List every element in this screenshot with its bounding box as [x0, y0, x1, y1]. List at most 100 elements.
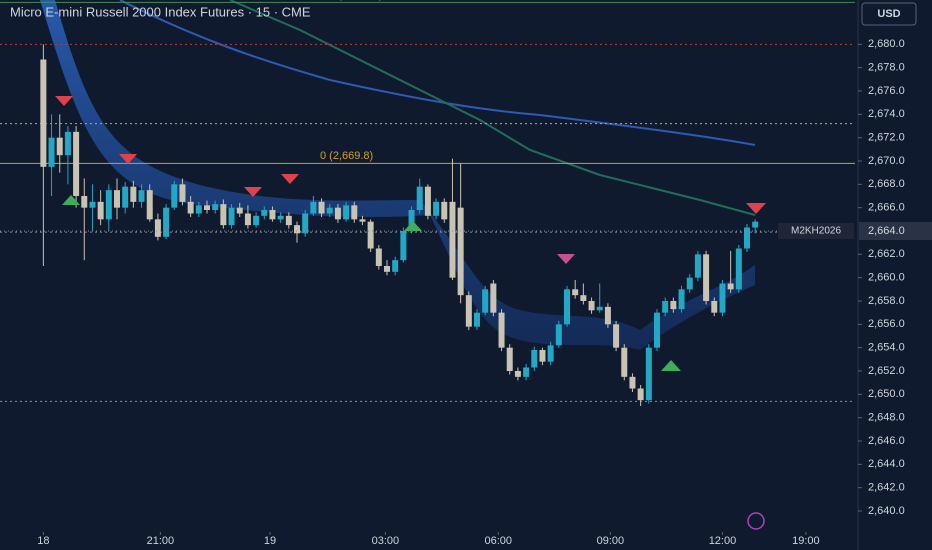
y-tick-label: 2,648.0	[868, 412, 905, 424]
candle-body	[220, 204, 227, 226]
candle-body	[752, 221, 759, 228]
candle-body	[318, 201, 325, 214]
signals	[55, 96, 766, 371]
candle-body	[367, 221, 374, 249]
x-tick-label: 03:00	[372, 535, 400, 547]
candle-body	[269, 210, 276, 220]
y-tick-label: 2,668.0	[868, 178, 905, 190]
candle-body	[130, 186, 137, 202]
y-tick-label: 2,670.0	[868, 155, 905, 167]
event-icon[interactable]	[747, 512, 765, 530]
buy-signal	[661, 360, 681, 371]
last-price-label: 2,664.0	[868, 225, 905, 237]
candle-body	[654, 312, 660, 348]
candle-body	[40, 59, 47, 167]
y-tick-label: 2,650.0	[868, 388, 905, 400]
candle-body	[392, 260, 399, 272]
sell-signal	[281, 174, 299, 184]
ma-line	[229, 0, 756, 216]
sell-signal	[746, 203, 766, 214]
candle-body	[531, 350, 538, 368]
candle-body	[408, 210, 415, 231]
candle-body	[711, 301, 718, 313]
candle-body	[375, 248, 382, 266]
candle-body	[572, 289, 579, 296]
candle-body	[351, 205, 358, 220]
candle-body	[719, 283, 726, 313]
y-tick-label: 2,666.0	[868, 202, 905, 214]
candle-body	[105, 190, 112, 220]
candle-body	[596, 306, 603, 311]
sell-signal	[244, 187, 262, 197]
sell-signal	[557, 254, 575, 264]
candle-body	[645, 347, 652, 401]
symbol-label: M2KH2026	[791, 226, 841, 237]
candle-body	[384, 266, 390, 272]
candle-body	[498, 312, 505, 348]
candle-body	[457, 207, 464, 296]
candle-body	[678, 289, 685, 310]
candle-body	[547, 345, 554, 362]
candle-body	[204, 205, 210, 210]
candle-body	[359, 219, 366, 222]
candle-body	[465, 295, 472, 327]
candle-body	[416, 186, 423, 210]
fib-label: 0 (2,669.8)	[320, 150, 373, 162]
buy-signal	[62, 195, 80, 205]
candle-body	[424, 186, 431, 216]
candle-body	[637, 388, 644, 401]
candle-body	[555, 324, 562, 346]
candle-body	[195, 205, 202, 214]
candle-body	[48, 137, 55, 167]
candle-body	[253, 215, 260, 226]
x-tick-label: 12:00	[709, 535, 737, 547]
candle-body	[73, 131, 80, 196]
candle-body	[506, 347, 513, 371]
candle-body	[138, 190, 145, 202]
candle-body	[187, 201, 194, 214]
candle-body	[629, 376, 636, 389]
ma-band	[40, 0, 755, 350]
y-tick-label: 2,644.0	[868, 458, 905, 470]
candle-body	[449, 201, 456, 278]
y-tick-label: 2,680.0	[868, 38, 905, 50]
candle-body	[326, 207, 333, 214]
candle-body	[277, 215, 284, 220]
last-price-box	[859, 222, 932, 240]
candle-body	[310, 201, 317, 214]
candle-body	[613, 324, 620, 348]
candle-body	[163, 207, 170, 237]
candle-body	[64, 131, 71, 156]
candle-body	[400, 231, 407, 261]
x-tick-label: 19	[264, 535, 276, 547]
y-tick-label: 2,676.0	[868, 85, 905, 97]
x-tick-label: 18	[37, 535, 49, 547]
candle-body	[97, 201, 104, 220]
y-tick-label: 2,660.0	[868, 272, 905, 284]
candle-body	[89, 201, 96, 208]
candle-body	[171, 184, 178, 208]
candle-body	[735, 248, 742, 290]
y-tick-label: 2,662.0	[868, 248, 905, 260]
candle-body	[179, 184, 186, 202]
candle-body	[686, 277, 693, 290]
y-tick-label: 2,658.0	[868, 295, 905, 307]
y-tick-label: 2,652.0	[868, 365, 905, 377]
candle-body	[244, 213, 251, 226]
candle-body	[474, 312, 480, 327]
candle-body	[236, 207, 243, 214]
candle-body	[294, 225, 300, 234]
candle-body	[703, 254, 710, 301]
candle-body	[744, 227, 750, 249]
candle-body	[81, 196, 88, 208]
currency-box[interactable]	[861, 2, 917, 26]
fib-label: 0.5 (2,683.6)	[320, 0, 382, 1]
y-tick-label: 2,654.0	[868, 342, 905, 354]
candle-body	[228, 207, 235, 226]
candle-body	[441, 201, 448, 220]
candle-body	[212, 204, 219, 210]
x-tick-label: 21:00	[147, 535, 175, 547]
candle-body	[114, 190, 120, 208]
candle-body	[670, 301, 677, 310]
